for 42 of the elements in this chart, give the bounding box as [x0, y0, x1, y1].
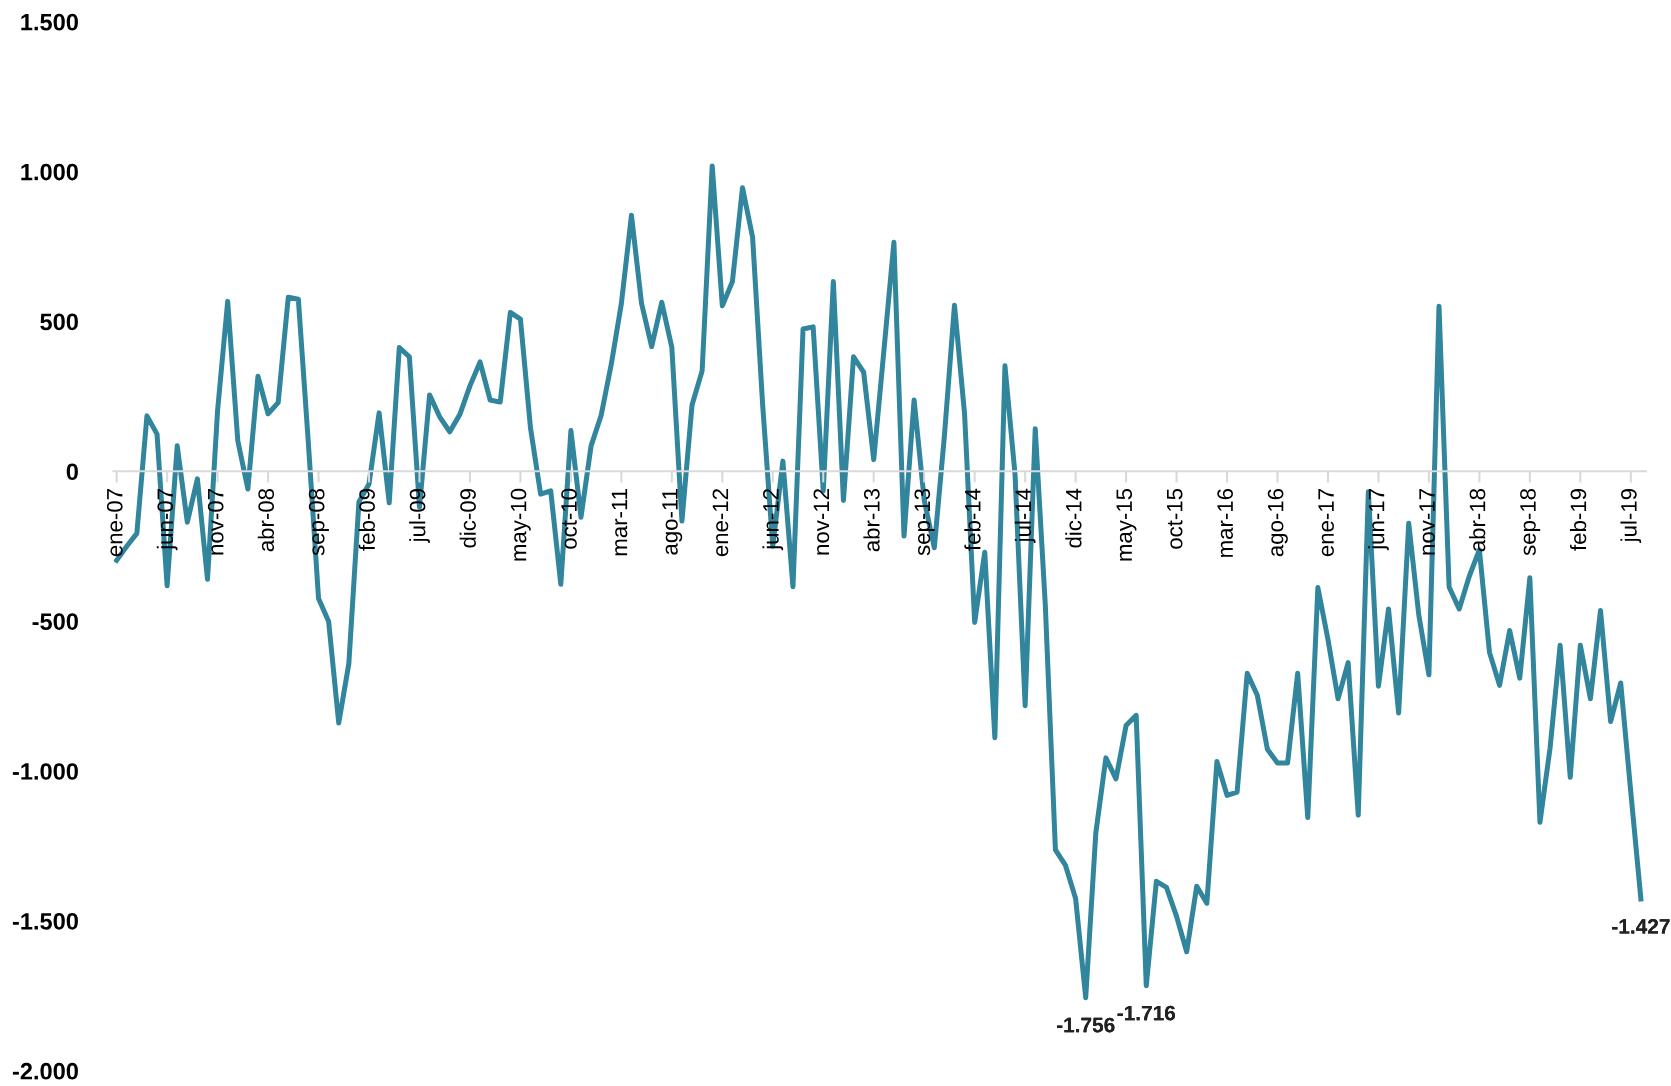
x-tick-label: jun-07	[156, 489, 178, 551]
x-tick-label: sep-18	[1520, 488, 1541, 556]
x-tick-label: jul-19	[1620, 489, 1642, 543]
x-tick-label: jun-17	[1368, 489, 1389, 551]
x-tick-label: ago-11	[662, 489, 683, 555]
x-tick-label: mar-11	[611, 489, 628, 556]
y-tick-label: 0	[66, 463, 78, 481]
x-tick-label: may-10	[510, 488, 531, 561]
y-tick-label: -1.500	[12, 913, 78, 930]
x-tick-label: sep-13	[914, 488, 935, 556]
x-tick-label: dic-09	[459, 489, 476, 548]
y-tick-label: 1.000	[21, 163, 78, 181]
y-tick-label: 1.500	[21, 13, 78, 31]
y-tick-label: 500	[40, 313, 78, 331]
x-tick-label: feb-19	[1569, 489, 1587, 551]
x-tick-label: oct-10	[561, 488, 577, 549]
x-tick-label: oct-15	[1167, 488, 1183, 549]
x-tick-label: ene-17	[1318, 489, 1334, 557]
x-tick-label: nov-07	[207, 489, 224, 555]
x-tick-label: ene-07	[106, 489, 123, 557]
data-label: -1.427	[1612, 919, 1670, 934]
x-tick-label: jul-09	[409, 489, 430, 543]
x-tick-label: feb-14	[964, 488, 981, 551]
x-tick-label: jun-12	[762, 489, 784, 551]
x-tick-label: mar-16	[1217, 488, 1233, 557]
x-tick-label: abr-08	[257, 488, 275, 552]
x-tick-label: sep-08	[308, 488, 329, 556]
x-tick-label: may-15	[1116, 488, 1137, 561]
data-label: -1.756	[1056, 1017, 1115, 1033]
x-tick-label: nov-17	[1419, 489, 1435, 555]
y-tick-label: -2.000	[12, 1062, 78, 1080]
x-tick-label: abr-13	[863, 488, 880, 552]
x-tick-label: abr-18	[1469, 488, 1486, 552]
x-tick-label: jul-14	[1014, 488, 1036, 543]
x-tick-label: ene-12	[712, 489, 729, 557]
x-tick-label: feb-09	[358, 489, 375, 551]
y-tick-label: -1.000	[12, 763, 78, 780]
x-tick-label: ago-16	[1267, 488, 1288, 557]
data-label: -1.716	[1117, 1005, 1176, 1021]
x-tick-label: dic-14	[1065, 488, 1082, 548]
x-tick-label: nov-12	[813, 489, 830, 555]
y-tick-label: -500	[32, 613, 78, 630]
